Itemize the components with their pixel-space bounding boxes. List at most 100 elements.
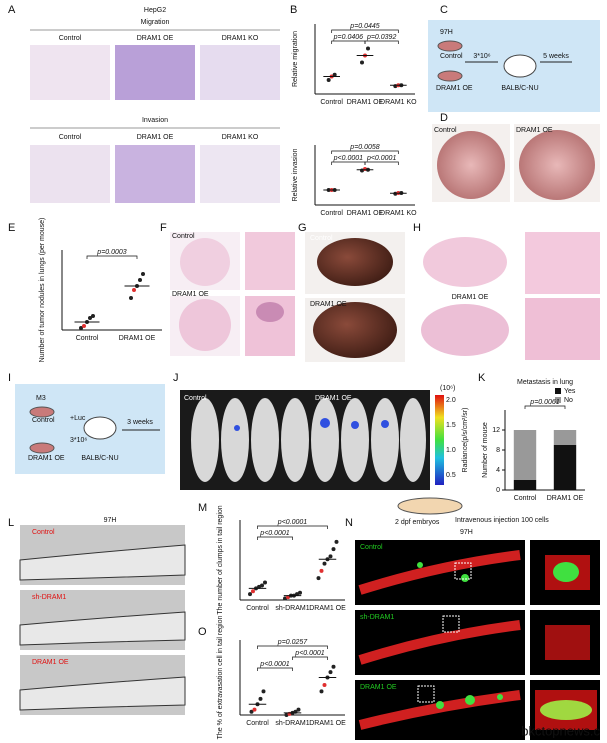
legend-swatch — [555, 397, 561, 403]
text: Control — [184, 395, 207, 402]
bracket — [331, 161, 366, 165]
bracket — [86, 255, 138, 259]
y-tick-label: 0 — [496, 487, 500, 494]
panel-label: A — [8, 4, 16, 16]
text: Control — [32, 529, 55, 536]
bracket — [257, 536, 293, 540]
text: 3*10⁶ — [70, 437, 87, 444]
data-point — [334, 539, 339, 544]
text: Invasion — [142, 117, 168, 124]
annotation: p<0.0001 — [294, 650, 324, 657]
text: Intravenous injection 100 cells — [455, 517, 549, 524]
data-point — [296, 707, 301, 712]
bracket — [331, 150, 399, 154]
y-axis-title: The number of clumps in tail region — [217, 505, 224, 614]
bracket — [524, 405, 566, 409]
x-tick-label: DRAM1 OE — [347, 210, 384, 217]
data-point — [263, 580, 267, 585]
data-point — [328, 670, 333, 675]
data-point — [326, 78, 331, 82]
x-tick-label: DRAM1 OE — [547, 495, 584, 502]
legend-swatch — [555, 388, 561, 394]
text: BALB/C-NU — [501, 85, 538, 92]
y-axis-title: Number of tumor nodules in lungs (per mo… — [39, 218, 46, 363]
panel-label: G — [298, 222, 307, 234]
panel-label: F — [160, 222, 167, 234]
x-tick-label: Control — [320, 210, 343, 217]
text: DRAM1 OE — [360, 684, 397, 691]
panel-label: E — [8, 222, 15, 234]
text: DRAM1 KO — [222, 134, 259, 141]
text: Control — [360, 544, 383, 551]
panel-label: D — [440, 112, 448, 124]
text: DRAM1 OE — [516, 127, 553, 134]
text: 2 dpf embryos — [395, 519, 440, 526]
y-tick-label: 4 — [496, 467, 500, 474]
data-point — [360, 60, 364, 65]
data-point — [252, 707, 257, 712]
text: HepG2 — [144, 7, 166, 14]
text: DRAM1 OE — [172, 291, 209, 298]
text: 0.5 — [446, 472, 456, 479]
text: sh-DRAM1 — [360, 614, 394, 621]
data-point — [129, 296, 133, 300]
text: Control — [434, 127, 457, 134]
text: Control — [172, 233, 195, 240]
data-point — [79, 326, 83, 330]
bracket — [364, 161, 399, 165]
bracket — [257, 645, 328, 649]
data-point — [322, 561, 327, 566]
x-tick-label: Control — [246, 720, 269, 727]
text: 5 weeks — [543, 53, 569, 60]
y-axis-title: Number of mouse — [482, 422, 489, 478]
annotation: p<0.0001 — [277, 519, 307, 526]
y-tick-label: 12 — [492, 427, 500, 434]
legend-label: No — [564, 397, 573, 404]
x-tick-label: DRAM1 OE — [309, 605, 346, 612]
data-point — [319, 568, 324, 573]
annotation: p=0.0061 — [529, 399, 559, 406]
text: 1.0 — [446, 447, 456, 454]
y-axis-title: The % of extravasation cell in tail regi… — [217, 616, 224, 740]
bar — [513, 430, 537, 480]
x-tick-label: Control — [320, 99, 343, 106]
data-point — [331, 664, 336, 669]
annotation: p<0.0001 — [333, 155, 363, 162]
data-point — [284, 713, 289, 717]
panel-label: M — [198, 502, 207, 514]
data-point — [283, 596, 287, 601]
bar — [553, 430, 577, 445]
data-point — [138, 278, 142, 282]
x-tick-label: DRAM1 OE — [119, 335, 156, 342]
bar — [513, 480, 537, 490]
x-tick-label: Control — [246, 605, 269, 612]
text: DRAM1 OE — [137, 35, 174, 42]
x-tick-label: DRAM1 OE — [347, 99, 384, 106]
annotation: p=0.0445 — [349, 23, 379, 30]
data-point — [260, 583, 264, 588]
text: DRAM1 OE — [310, 301, 347, 308]
data-point — [261, 689, 266, 694]
bar — [553, 445, 577, 490]
text: 3 weeks — [127, 419, 153, 426]
data-point — [322, 683, 327, 687]
y-axis-title: Relative invasion — [292, 148, 299, 201]
text: +Luc — [70, 415, 86, 422]
annotation: p=0.0257 — [277, 639, 308, 646]
data-point — [316, 576, 321, 581]
data-point — [332, 72, 337, 77]
data-point — [319, 689, 324, 694]
x-tick-label: DRAM1 KO — [380, 210, 417, 217]
data-point — [331, 547, 336, 552]
text: DRAM1 OE — [28, 455, 65, 462]
text: DRAM1 KO — [222, 35, 259, 42]
data-point — [88, 316, 92, 320]
text: Radiance(p/s/cm²/sr) — [462, 408, 469, 473]
annotation: p=0.0406 — [333, 34, 363, 41]
data-point — [298, 590, 302, 595]
text: BALB/C-NU — [81, 455, 118, 462]
data-point — [132, 288, 136, 292]
panel-label: O — [198, 626, 207, 638]
bracket — [292, 656, 328, 660]
